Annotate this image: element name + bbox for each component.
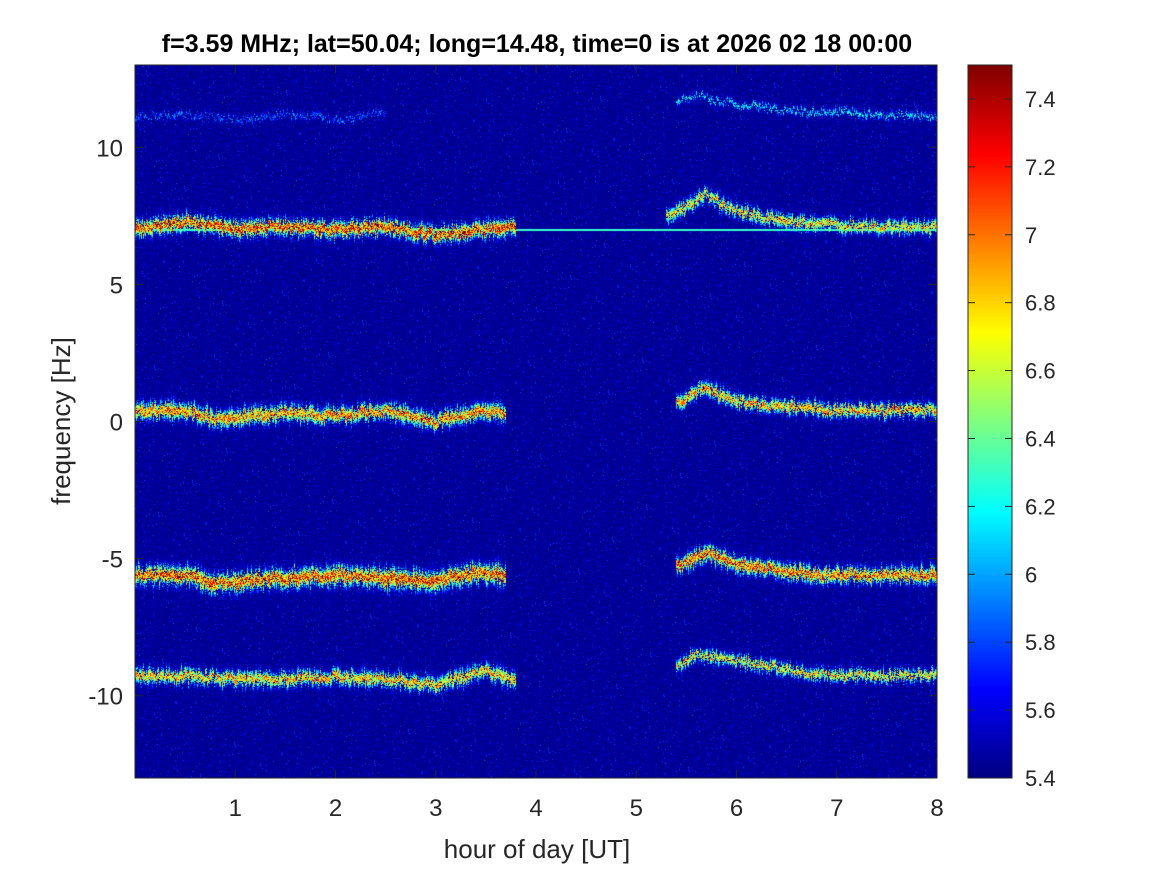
colorbar-ticks: 5.4 5.6 5.8 6 6.2 6.4 6.6 6.8 7 7.2 7.4 [968,87,1056,791]
x-tick-label: 5 [630,795,643,822]
colorbar-tick-label: 5.6 [1025,698,1056,723]
colorbar-tick-label: 7 [1025,223,1037,248]
x-tick-label: 8 [930,795,943,822]
colorbar-tick-label: 6 [1025,562,1037,587]
chart-title: f=3.59 MHz; lat=50.04; long=14.48, time=… [162,30,912,58]
x-tick-label: 6 [730,795,743,822]
colorbar-tick-label: 6.6 [1025,359,1056,384]
x-tick-label: 4 [529,795,542,822]
x-tick-label: 7 [830,795,843,822]
y-axis-label: frequency [Hz] [46,337,76,505]
colorbar-tick-label: 5.4 [1025,766,1056,791]
colorbar-tick-label: 7.2 [1025,155,1056,180]
y-tick-label: 5 [110,272,123,299]
x-tick-label: 3 [429,795,442,822]
y-tick-label: -5 [102,547,123,574]
colorbar-gradient [968,65,1012,778]
x-axis: 1 2 3 4 5 6 7 8 [229,65,944,822]
heatmap-image [135,65,937,778]
colorbar-tick-label: 6.4 [1025,426,1056,451]
colorbar-tick-label: 7.4 [1025,87,1056,112]
x-tick-label: 1 [229,795,242,822]
colorbar-frame [967,64,1013,779]
y-axis: -10 -5 0 5 10 [88,135,937,711]
x-tick-label: 2 [329,795,342,822]
y-tick-label: 0 [110,410,123,437]
plot-area [134,64,938,779]
colorbar: 5.4 5.6 5.8 6 6.2 6.4 6.6 6.8 7 7.2 7.4 [967,64,1056,791]
colorbar-tick-label: 6.2 [1025,494,1056,519]
x-axis-label: hour of day [UT] [444,834,630,864]
colorbar-tick-label: 6.8 [1025,291,1056,316]
y-tick-label: 10 [96,135,123,162]
colorbar-tick-label: 5.8 [1025,630,1056,655]
y-tick-label: -10 [88,684,123,711]
